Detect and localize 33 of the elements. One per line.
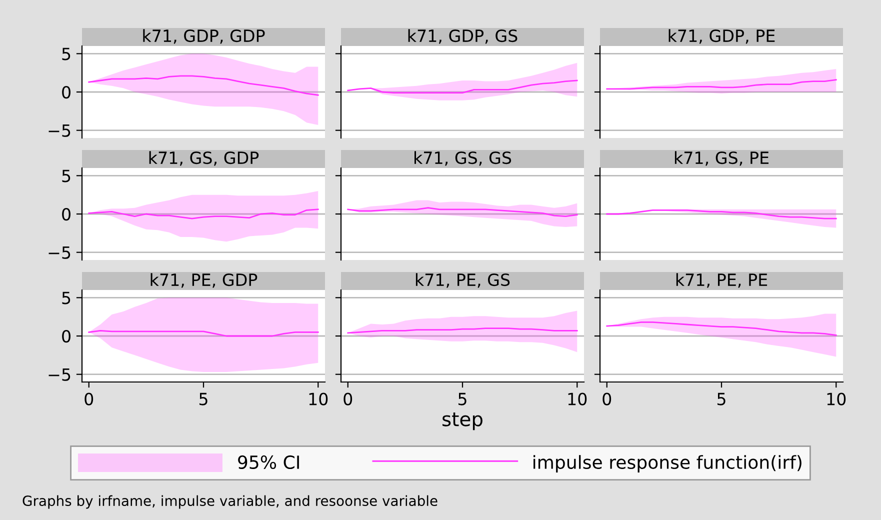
chart-title: k71, PE, GS <box>416 273 510 288</box>
x-tick-label: 10 <box>827 392 846 406</box>
chart-title: k71, GS, GS <box>414 151 512 166</box>
x-tick-label: 10 <box>309 392 328 406</box>
x-tick-label: 10 <box>568 392 587 406</box>
chart-title: k71, PE, PE <box>676 273 768 288</box>
x-tick-label: 0 <box>344 392 352 406</box>
y-tick-label: 0 <box>62 330 70 343</box>
y-tick-label: 0 <box>62 86 70 99</box>
chart-title: k71, GDP, PE <box>668 29 775 44</box>
y-tick-label: 5 <box>62 170 70 182</box>
y-tick-label: 5 <box>62 48 70 60</box>
text: Graphs by irfname, impulse variable, and resoonse variable <box>22 495 438 509</box>
x-tick-label: 0 <box>602 392 612 406</box>
y-tick-label: −5 <box>48 246 70 259</box>
x-axis-title: step <box>442 412 482 430</box>
line-series <box>88 208 319 220</box>
chart-title: k71, PE, GDP <box>150 273 258 288</box>
x-tick-label: 5 <box>458 392 466 406</box>
text: impulse response function(irf) <box>534 455 802 473</box>
chart-title: k71, GDP, GS <box>408 29 518 44</box>
x-tick-label: 5 <box>199 392 208 406</box>
y-tick-label: 5 <box>62 292 70 304</box>
y-tick-label: 0 <box>62 208 70 221</box>
chart-title: k71, GDP, GDP <box>143 29 265 44</box>
chart-title: k71, GS, PE <box>674 151 768 166</box>
x-tick-label: 5 <box>717 392 726 406</box>
x-tick-label: 0 <box>84 392 94 406</box>
chart-title: k71, GS, GDP <box>149 151 259 166</box>
line-series <box>88 75 319 96</box>
y-tick-label: −5 <box>48 368 70 381</box>
y-tick-label: −5 <box>48 124 70 137</box>
text: 95% CI <box>238 455 299 470</box>
